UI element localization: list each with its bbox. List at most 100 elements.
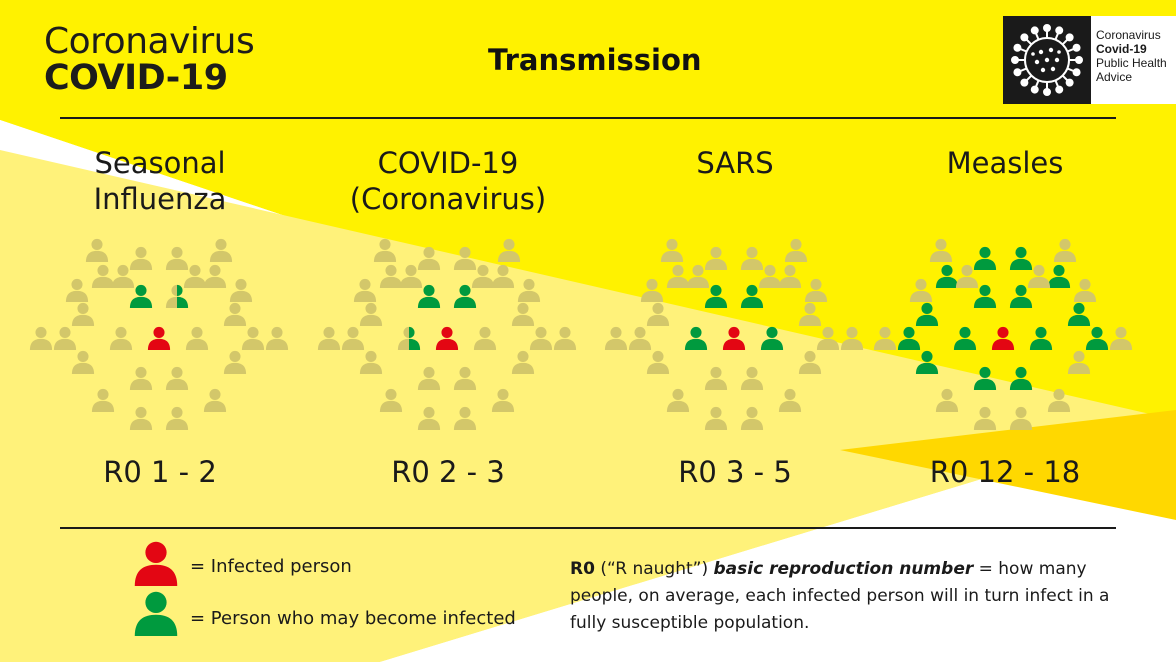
person-may-become-infected [973,284,997,308]
person-may-become-infected [1067,302,1091,326]
logo-text-line2: Covid-19 [1096,42,1147,56]
person-neutral [373,238,397,262]
disease-title-measles: Measles [885,145,1125,181]
person-neutral [53,326,77,350]
person-neutral [165,246,189,270]
person-neutral [209,238,233,262]
person-neutral [85,238,109,262]
person-may-become-infected [1047,264,1071,288]
person-neutral [265,326,289,350]
person-neutral [704,366,728,390]
person-neutral [784,238,808,262]
person-may-become-infected [935,264,959,288]
person-neutral [646,302,670,326]
person-neutral [909,278,933,302]
background-gold-accent [840,410,1176,520]
person-may-become-infected [760,326,784,350]
virus-icon-box [1003,16,1091,104]
r0-label-measles: R0 12 - 18 [929,455,1081,489]
background-white-corner [380,420,1176,662]
person-neutral [816,326,840,350]
person-neutral [129,406,153,430]
person-neutral [929,238,953,262]
person-neutral [359,350,383,374]
person-neutral [453,406,477,430]
disease-title-line2: Influenza [93,182,227,216]
person-neutral [798,302,822,326]
definition-emphasis: basic reproduction number [713,559,974,579]
legend-infected-label: = Infected person [190,556,352,577]
person-neutral [453,246,477,270]
person-neutral [129,246,153,270]
person-neutral [453,366,477,390]
person-neutral [873,326,897,350]
person-neutral [511,350,535,374]
r0-label-covid19: R0 2 - 3 [391,455,505,489]
person-neutral [491,264,515,288]
person-infected [147,326,171,350]
logo-text-line4: Advice [1096,70,1133,84]
person-partially-infected [166,285,188,308]
person-neutral [804,278,828,302]
person-may-become-infected [973,366,997,390]
virus-spike-tip [1030,85,1039,94]
person-neutral [1053,238,1077,262]
person-may-become-infected [1009,284,1033,308]
person-may-become-infected [704,284,728,308]
person-neutral [497,238,521,262]
person-neutral [740,406,764,430]
disease-title-line1: SARS [696,146,774,180]
person-neutral [359,302,383,326]
hse-logo: Coronavirus Covid-19 Public Health Advic… [1003,16,1176,104]
logo-text-line1: Coronavirus [1096,28,1161,42]
disease-title-covid19: COVID-19 (Coronavirus) [328,145,568,217]
person-neutral [529,326,553,350]
person-neutral [640,278,664,302]
person-neutral [129,366,153,390]
person-may-become-infected [453,284,477,308]
person-neutral [203,388,227,412]
virus-spike-tip [1020,78,1029,87]
person-neutral [798,350,822,374]
person-neutral [704,406,728,430]
virus-spike-tip [1043,24,1051,32]
person-neutral [491,388,515,412]
infected-person-icon [133,540,179,586]
person-neutral [91,264,115,288]
person-neutral [71,350,95,374]
person-neutral [935,388,959,412]
virus-spike-tip [1030,26,1039,35]
person-neutral [666,388,690,412]
person-may-become-infected [1009,246,1033,270]
person-neutral [646,350,670,374]
bottom-divider [60,527,1116,529]
person-neutral [517,278,541,302]
person-may-become-infected [129,284,153,308]
person-neutral [511,302,535,326]
may-become-infected-person-icon [133,590,179,636]
disease-title-line1: Measles [946,146,1064,180]
person-may-become-infected [740,284,764,308]
person-neutral [704,246,728,270]
person-neutral [778,388,802,412]
person-infected [435,326,459,350]
background-light-yellow-wedge [0,150,1176,662]
r0-label-sars: R0 3 - 5 [678,455,792,489]
virus-spike-tip [1013,68,1022,77]
virus-spike-tip [1065,33,1074,42]
disease-title-line1: Seasonal [94,146,226,180]
definition-term: R0 [570,559,595,579]
person-neutral [223,350,247,374]
person-infected [722,326,746,350]
person-infected [991,326,1015,350]
disease-title-line2: (Coronavirus) [349,182,547,216]
virus-icon [1011,24,1083,96]
person-neutral [65,278,89,302]
person-neutral [165,406,189,430]
virus-spike-tip [1072,68,1081,77]
person-may-become-infected [684,326,708,350]
person-neutral [840,326,864,350]
person-neutral [353,278,377,302]
virus-spike-tip [1043,88,1051,96]
